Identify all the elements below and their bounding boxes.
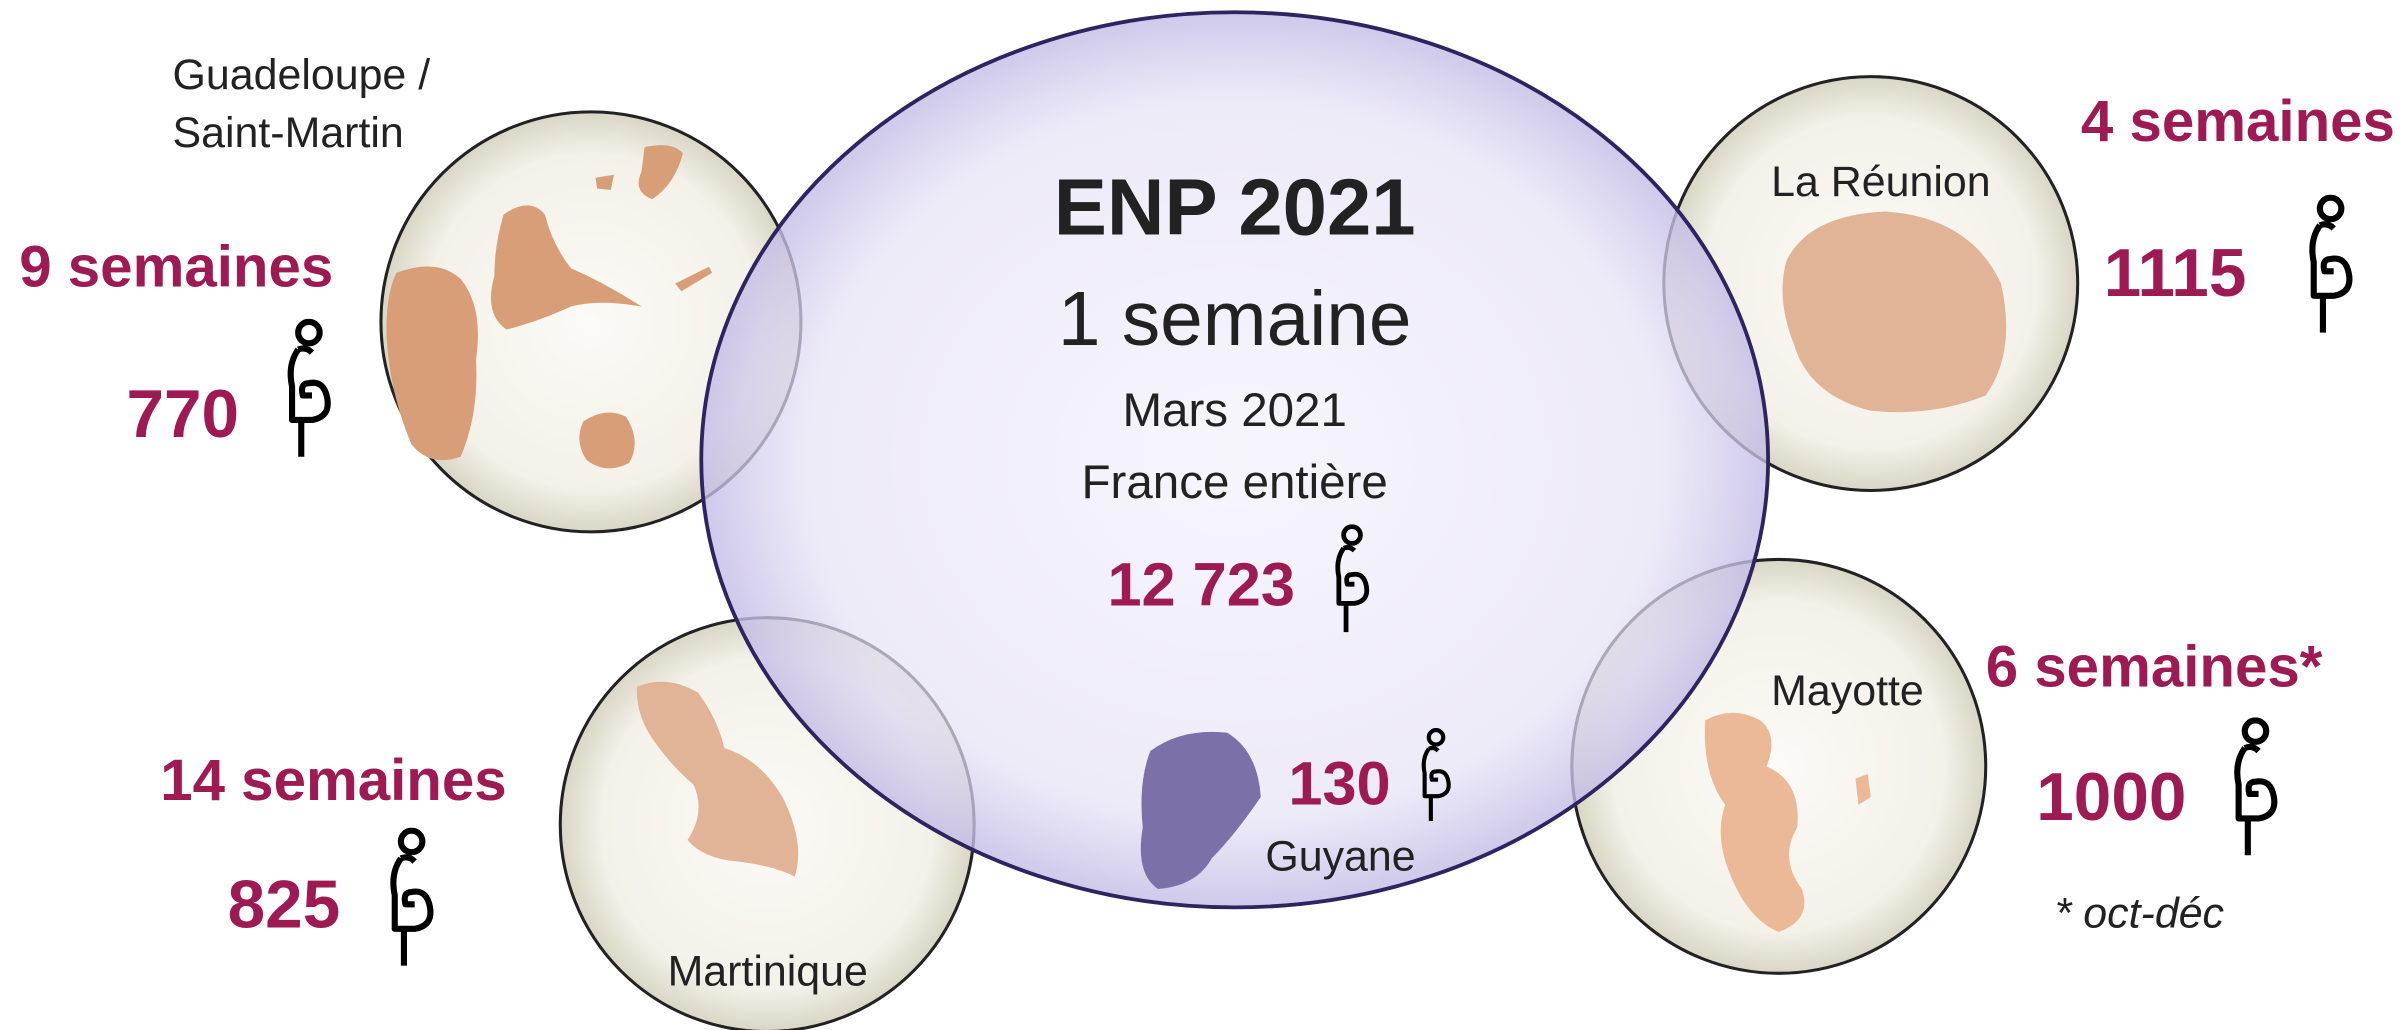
guadeloupe-map xyxy=(386,145,713,469)
region-count: 1000 xyxy=(2036,760,2186,835)
footnote: * oct-déc xyxy=(2055,889,2224,937)
woman-icon xyxy=(291,322,328,457)
region-name: Guadeloupe / xyxy=(173,51,431,99)
region-name: Mayotte xyxy=(1771,667,1924,715)
region-count: 130 xyxy=(1288,750,1390,818)
region-count: 825 xyxy=(228,867,341,942)
guyane-map xyxy=(1140,731,1261,889)
region-duration: 4 semaines xyxy=(2081,89,2395,154)
region-count: 1115 xyxy=(2104,236,2247,311)
woman-icon xyxy=(2237,720,2274,855)
center-period: Mars 2021 xyxy=(1122,384,1346,437)
region-name: Saint-Martin xyxy=(173,109,404,157)
region-duration: 9 semaines xyxy=(19,235,333,300)
martinique-map xyxy=(636,681,799,877)
region-name: La Réunion xyxy=(1771,158,1990,206)
center-title: ENP 2021 xyxy=(1054,163,1416,252)
central-ellipse xyxy=(699,10,1770,910)
reunion-map xyxy=(1782,211,2007,413)
region-name: Guyane xyxy=(1265,833,1415,881)
center-count: 12 723 xyxy=(1107,550,1294,618)
region-name: Martinique xyxy=(668,948,868,996)
woman-icon xyxy=(393,831,430,966)
region-duration: 14 semaines xyxy=(160,748,506,813)
center-duration: 1 semaine xyxy=(1058,277,1412,362)
woman-icon xyxy=(2312,198,2349,333)
region-duration: 6 semaines* xyxy=(1986,635,2323,700)
mayotte-map xyxy=(1704,712,1871,932)
region-count: 770 xyxy=(127,377,240,452)
center-scope: France entière xyxy=(1082,456,1388,509)
